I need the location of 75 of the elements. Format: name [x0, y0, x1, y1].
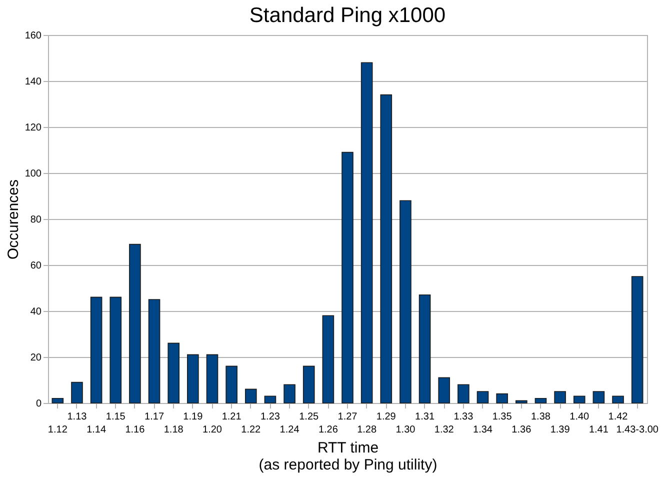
- x-tick-label: 1.25: [299, 412, 320, 422]
- bar: [516, 400, 528, 404]
- x-tick-label: 1.39: [550, 424, 570, 436]
- x-tick-label: 1.41: [588, 424, 609, 436]
- bar: [573, 396, 586, 404]
- bar: [380, 94, 392, 404]
- text: (as reported by Ping utility): [258, 456, 438, 474]
- bar: [554, 391, 566, 404]
- x-tick-label: 1.42: [608, 412, 628, 422]
- bar: [496, 393, 508, 404]
- bar: [110, 296, 122, 404]
- x-tick-label: 1.19: [183, 412, 204, 422]
- bar: [206, 354, 218, 404]
- x-tick-label: 1.23: [260, 412, 280, 422]
- bar: [476, 391, 489, 404]
- x-tick-label: 1.26: [318, 424, 338, 436]
- y-tick-label: 100: [24, 168, 42, 180]
- bar: [129, 244, 141, 404]
- bar: [360, 62, 373, 404]
- bar: [342, 152, 354, 404]
- x-tick-label: 1.22: [241, 424, 262, 436]
- y-tick-label: 160: [24, 30, 42, 42]
- bar: [168, 342, 180, 404]
- bar: [612, 396, 624, 404]
- x-tick-label: 1.29: [376, 412, 396, 422]
- bar: [438, 377, 450, 404]
- x-tick-label: 1.16: [125, 424, 146, 436]
- bar: [148, 299, 160, 404]
- x-tick-label: 1.30: [396, 424, 416, 436]
- bar: [226, 366, 238, 404]
- x-tick-label: 1.14: [86, 424, 106, 436]
- y-tick-label: 0: [36, 398, 42, 410]
- y-tick-label: 60: [30, 260, 42, 272]
- bar: [458, 384, 470, 404]
- x-tick-label: 1.31: [415, 412, 435, 422]
- y-tick-label: 40: [30, 306, 42, 318]
- y-tick-label: 80: [30, 214, 42, 226]
- x-tick-label: 1.32: [434, 424, 454, 436]
- bar: [592, 391, 605, 404]
- x-axis-title: RTT time: [317, 440, 379, 456]
- bar: [71, 382, 83, 404]
- y-axis-title: Occurences: [4, 179, 22, 260]
- bar: [244, 388, 257, 404]
- bar: [400, 200, 412, 404]
- x-tick-label: 1.36: [512, 424, 532, 436]
- x-tick-label: 1.20: [202, 424, 222, 436]
- x-tick-label: 1.21: [222, 412, 242, 422]
- x-tick-label: 1.35: [492, 412, 512, 422]
- bar: [631, 276, 644, 404]
- x-tick-label: 1.24: [280, 424, 300, 436]
- x-tick-label: 1.34: [473, 424, 493, 436]
- y-tick-label: 140: [24, 76, 42, 88]
- bar: [52, 398, 64, 404]
- bar: [187, 354, 199, 404]
- x-tick-label: 1.17: [144, 412, 164, 422]
- x-tick-label: 1.15: [106, 412, 126, 422]
- x-tick-label: 1.43-3.00: [616, 424, 659, 436]
- x-tick-label: 1.33: [454, 412, 474, 422]
- bar: [302, 366, 315, 404]
- bar: [264, 396, 276, 404]
- x-tick-label: 1.40: [570, 412, 590, 422]
- y-tick-label: 120: [24, 122, 42, 134]
- bar: [534, 398, 547, 404]
- bar: [418, 294, 431, 404]
- x-tick-label: 1.28: [357, 424, 377, 436]
- x-tick-label: 1.38: [530, 412, 551, 422]
- x-tick-label: 1.13: [67, 412, 88, 422]
- y-tick-label: 20: [30, 352, 42, 364]
- x-tick-label: 1.18: [164, 424, 184, 436]
- bar: [284, 384, 296, 404]
- bar: [322, 315, 334, 404]
- chart-title: Standard Ping x1000: [249, 4, 446, 27]
- x-tick-label: 1.27: [338, 412, 358, 422]
- bar: [90, 296, 102, 404]
- x-tick-label: 1.12: [48, 424, 68, 436]
